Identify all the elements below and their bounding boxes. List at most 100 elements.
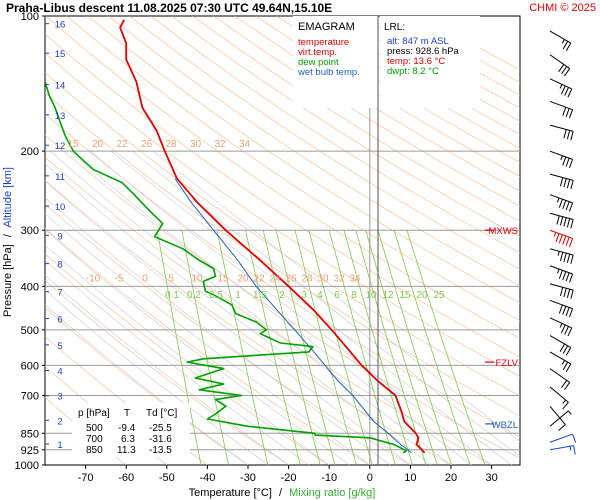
credit-text: CHMI © 2025 [529, 2, 596, 14]
altitude-label: 6 [57, 315, 62, 326]
mixing-ratio-line [393, 230, 471, 465]
wind-barb-feather [558, 64, 565, 73]
series-line-wet-bulb-temp- [174, 178, 412, 454]
y-tick-label: 700 [21, 390, 39, 402]
thetae-label: 5 [168, 273, 174, 284]
mixing-ratio-line [406, 230, 486, 465]
thetae-label: -5 [115, 273, 124, 284]
dry-adiabat-line [108, 16, 520, 287]
y-tick-label: 1000 [15, 460, 39, 472]
lrl-dwpt: dwpt: 8.2 °C [387, 66, 439, 77]
dry-adiabat-line [213, 16, 520, 207]
dry-adiabat-line [45, 52, 520, 377]
altitude-label: 1 [57, 440, 62, 451]
wind-barb-feather [562, 271, 567, 281]
table-header-p: p [hPa] [78, 408, 110, 419]
profile-series [45, 19, 426, 454]
wind-barb-feather [565, 347, 572, 356]
summary-table: p [hPa] T Td [°C] 500 -9.4 -25.5 700 6.3… [72, 403, 190, 457]
x-axis-title-mixing: Mixing ratio [g/kg] [289, 487, 375, 499]
x-axis-title-temp: Temperature [°C] [189, 487, 272, 499]
wind-barb-feather [559, 252, 564, 262]
wind-barb-feather [565, 272, 570, 282]
mixing-ratio-line [216, 230, 269, 465]
wind-barb-feather [558, 304, 563, 314]
altitude-label: 12 [55, 141, 66, 152]
series-line-dew-point [45, 81, 408, 454]
wind-barb-staff [549, 405, 566, 425]
y-tick-label: 100 [21, 11, 39, 23]
y-axis-title-pressure: Pressure [hPa] [2, 244, 14, 317]
altitude-label: 14 [55, 80, 66, 91]
y-tick-label: 850 [21, 428, 39, 440]
dry-adiabat-line [45, 16, 520, 340]
altitude-label: 7 [57, 288, 62, 299]
wind-barb-feather [559, 177, 564, 187]
wind-barb-feather [569, 159, 574, 168]
y-tick-label: 200 [21, 146, 39, 158]
wind-barb-feather [566, 253, 571, 263]
wind-barb-feather [563, 129, 567, 139]
wind-barb-feather [559, 287, 564, 297]
mixing-ratio-line [275, 230, 336, 465]
wind-barb-feather [570, 219, 574, 229]
wind-barb-feather [559, 343, 565, 353]
y-axis-title-sep: / [2, 233, 14, 237]
wind-barb-feather [566, 289, 571, 298]
table-cell: -31.6 [149, 434, 172, 445]
altitude-label: 11 [55, 172, 65, 183]
mixing-ratio-line [365, 230, 438, 465]
thetae-label: 20 [237, 273, 249, 284]
dry-adiabat-line [171, 16, 520, 238]
wind-barb-feather [570, 289, 574, 299]
wind-barb-feather [562, 345, 569, 354]
wind-barb-feather [561, 380, 568, 388]
mixing-ratio-label: 6 [334, 290, 340, 301]
wind-barb-half-feather [557, 197, 560, 203]
wind-barb-half-feather [562, 399, 567, 404]
wind-barb-feather [566, 130, 571, 140]
wind-barb-half-feather [561, 360, 565, 365]
wind-barb-feather [567, 327, 573, 337]
lrl-press: press: 928.6 hPa [387, 46, 460, 57]
table-header-td: Td [°C] [146, 408, 177, 419]
altitude-label: 5 [57, 341, 62, 352]
x-tick-label: -60 [118, 472, 134, 484]
lrl-alt: alt: 847 m ASL [387, 36, 449, 47]
x-tick-label: -70 [78, 472, 94, 484]
mixing-ratio-line [343, 230, 413, 465]
table-cell: 500 [86, 423, 103, 434]
table-cell: 11.3 [117, 445, 136, 456]
wind-barb-feather [562, 107, 567, 116]
wind-barb-feather [562, 156, 567, 166]
wind-barb-feather [566, 218, 571, 228]
dry-adiabat-line [66, 16, 520, 322]
lrl-title: LRL: [384, 22, 405, 33]
legend-title: EMAGRAM [298, 21, 355, 33]
theta-label: 26 [141, 139, 153, 150]
wind-barb-feather [558, 270, 563, 279]
wind-barb-feather [555, 233, 560, 243]
y-axis-title-altitude: Altitude [km] [2, 167, 14, 228]
mixing-ratio-label: 12 [382, 290, 394, 301]
wind-barb-half-feather [553, 232, 557, 237]
dry-adiabat-line [192, 16, 520, 222]
wind-barb-feather [564, 382, 571, 391]
table-cell: -13.5 [149, 445, 172, 456]
wind-barb-feather [565, 363, 572, 372]
wind-barb-feather [558, 234, 563, 244]
altitude-label: 2 [57, 416, 62, 427]
wind-barb-half-feather [569, 446, 572, 451]
wind-barb-feather [565, 201, 570, 211]
mixing-ratio-line [156, 230, 202, 465]
x-tick-label: -50 [159, 472, 175, 484]
wind-barb-feather [562, 306, 567, 315]
wind-barb-feather [565, 157, 570, 167]
thetae-label: 15 [217, 273, 229, 284]
mixing-ratio-lines [156, 230, 486, 465]
wind-barb-feather [562, 200, 567, 210]
x-tick-label: 0 [367, 472, 373, 484]
y-tick-label: 600 [21, 360, 39, 372]
x-tick-label: 20 [445, 472, 457, 484]
wind-barb-feather [569, 109, 574, 119]
